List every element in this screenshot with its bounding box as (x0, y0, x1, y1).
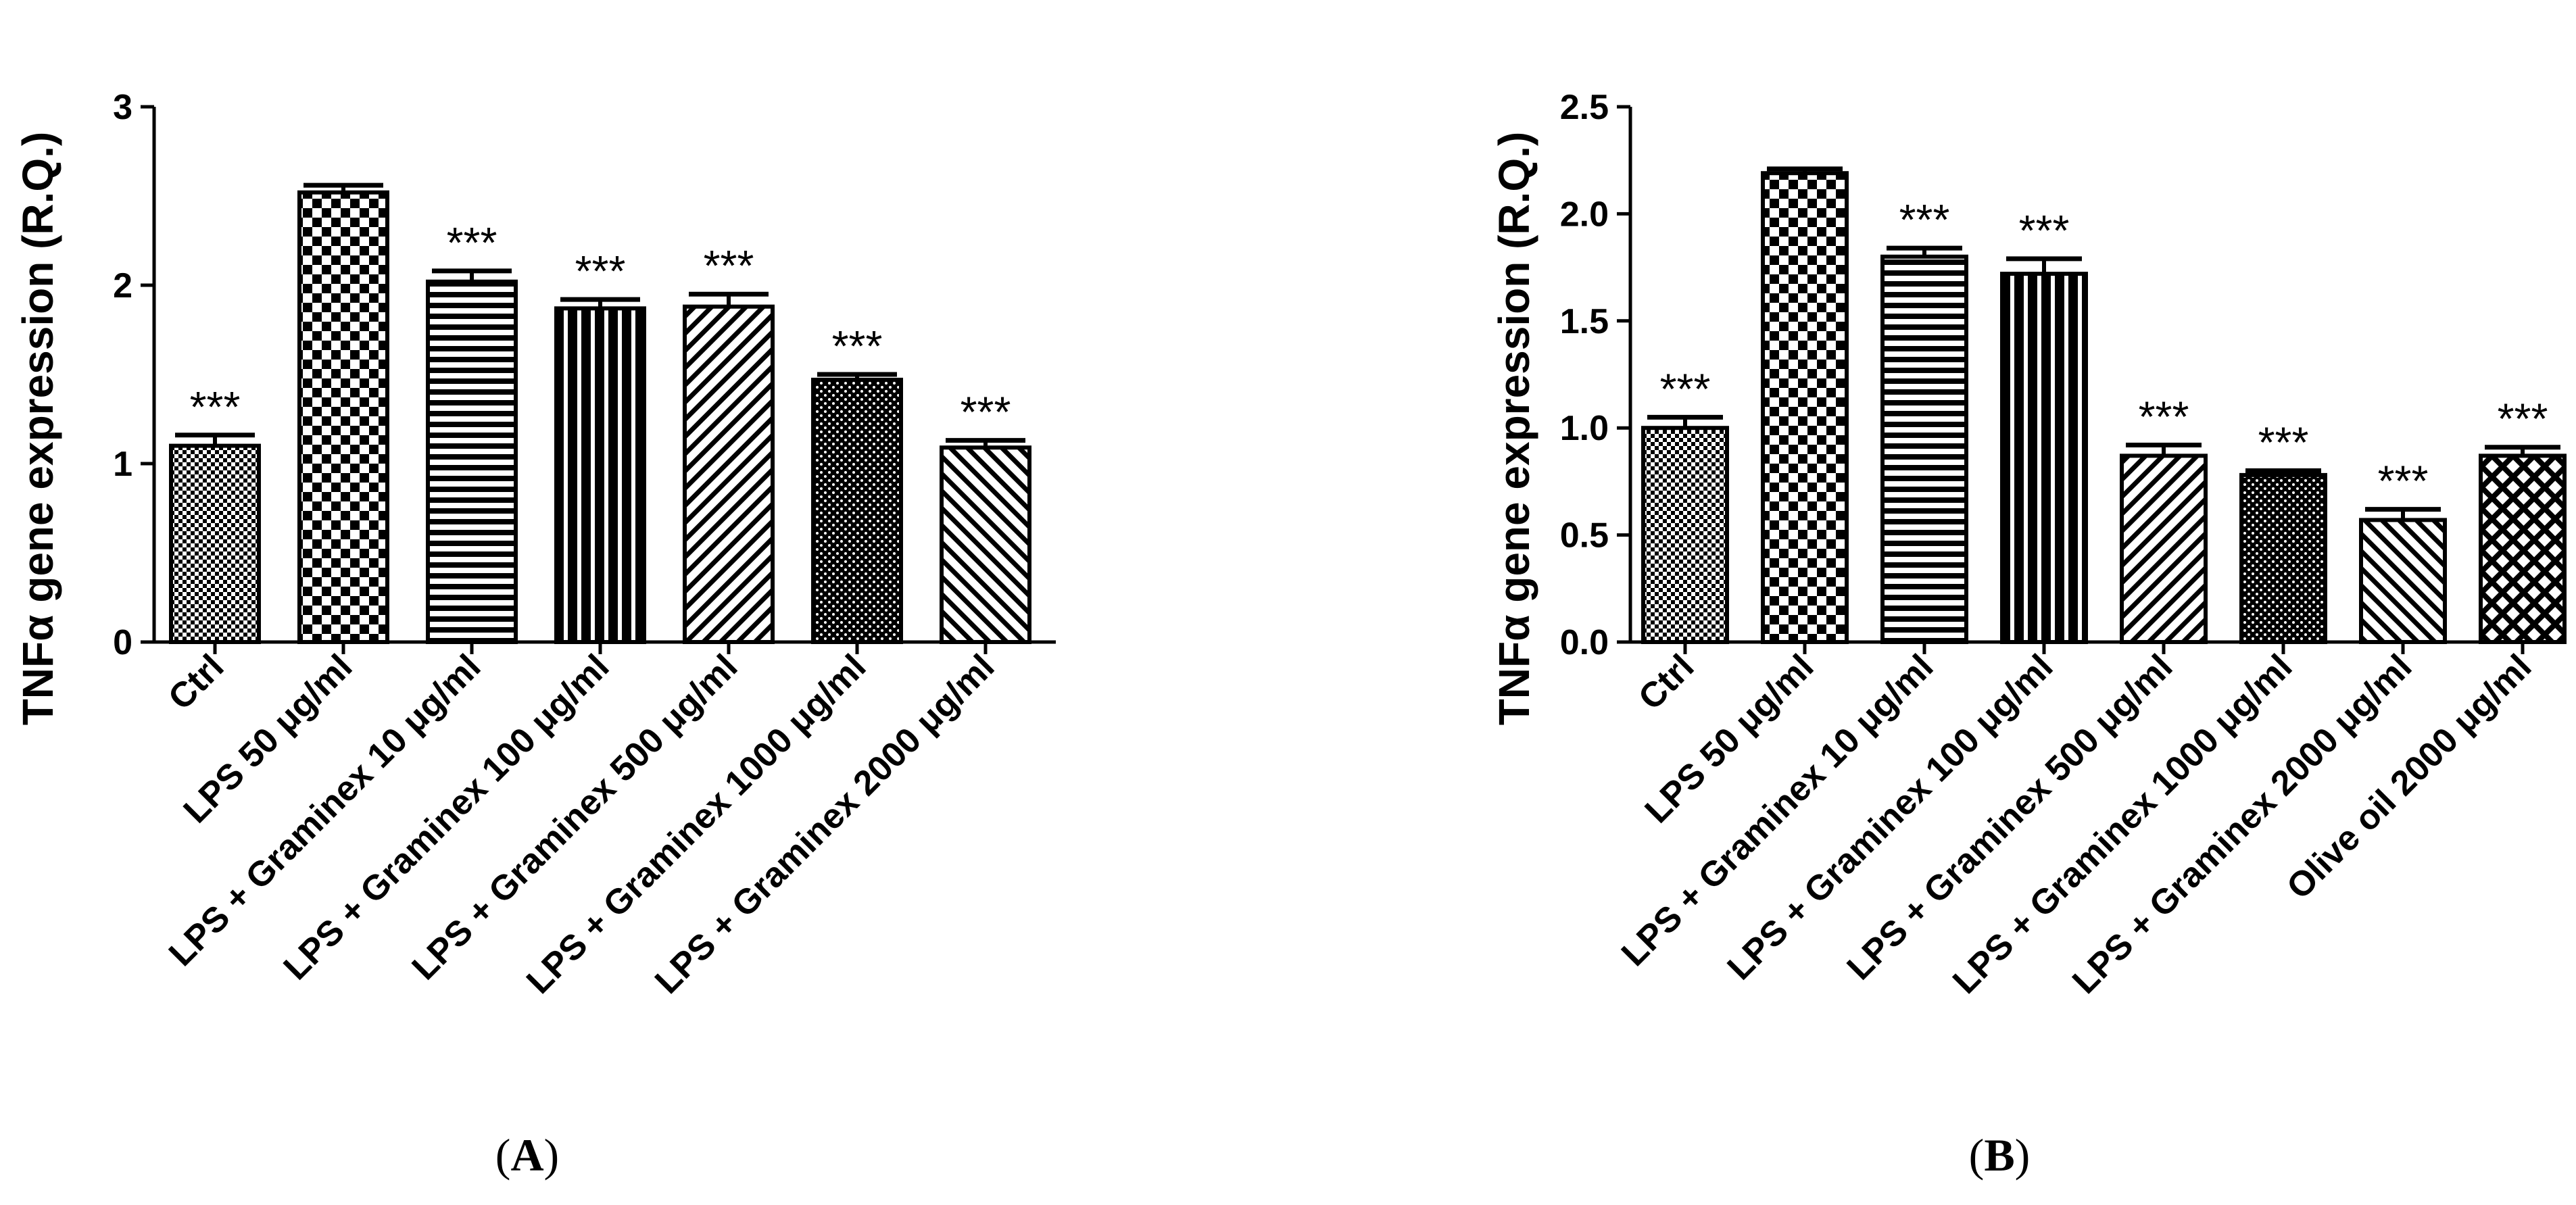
significance-label: *** (2139, 393, 2189, 441)
panel-label-a: (A) (495, 1129, 559, 1181)
significance-label: *** (2378, 457, 2429, 506)
significance-label: *** (575, 247, 626, 295)
chart-panel-b: 0.0 0.5 1.0 1.5 2.0 2.5 TNFα gene expression (… (1490, 88, 2567, 1002)
y-tick-label: 1.0 (1560, 409, 1609, 448)
bar (2120, 453, 2208, 644)
significance-label: *** (447, 218, 497, 267)
significance-label: *** (704, 241, 754, 290)
bar (1641, 426, 1729, 644)
bar (554, 306, 646, 644)
bar (1880, 254, 1968, 644)
bar (297, 190, 389, 645)
y-tick-label: 2.5 (1560, 88, 1609, 127)
bar (2000, 272, 2088, 644)
significance-label: *** (2498, 395, 2548, 443)
significance-label: *** (190, 383, 241, 431)
bar (2479, 453, 2567, 644)
y-tick-label: 1 (113, 445, 132, 484)
y-tick-label: 0.5 (1560, 516, 1609, 556)
y-tick-label: 1.5 (1560, 302, 1609, 341)
y-axis-title: TNFα gene expression (R.Q.) (14, 132, 62, 726)
bar (2239, 472, 2327, 644)
category-label: Ctrl (161, 647, 231, 717)
significance-label: *** (961, 388, 1011, 437)
bar (2359, 518, 2447, 645)
y-tick-label: 2 (113, 266, 132, 305)
significance-label: *** (1899, 195, 1950, 244)
y-tick-label: 0.0 (1560, 623, 1609, 662)
y-axis-title: TNFα gene expression (R.Q.) (1490, 132, 1538, 726)
bar (426, 279, 518, 645)
bar (169, 443, 261, 644)
significance-label: *** (2258, 418, 2309, 467)
panel-label-b: (B) (1969, 1129, 2031, 1181)
category-label: Ctrl (1631, 647, 1701, 717)
y-tick-label: 2.0 (1560, 195, 1609, 234)
bar (683, 304, 775, 644)
y-tick-label: 3 (113, 88, 132, 127)
bar (811, 377, 903, 644)
bar (940, 445, 1031, 644)
bar (1761, 171, 1849, 644)
significance-label: *** (2019, 206, 2070, 255)
y-tick-label: 0 (113, 623, 132, 662)
category-label: Olive oil 2000 μg/ml (2279, 647, 2539, 906)
significance-label: *** (1660, 364, 1711, 413)
significance-label: *** (832, 322, 883, 370)
